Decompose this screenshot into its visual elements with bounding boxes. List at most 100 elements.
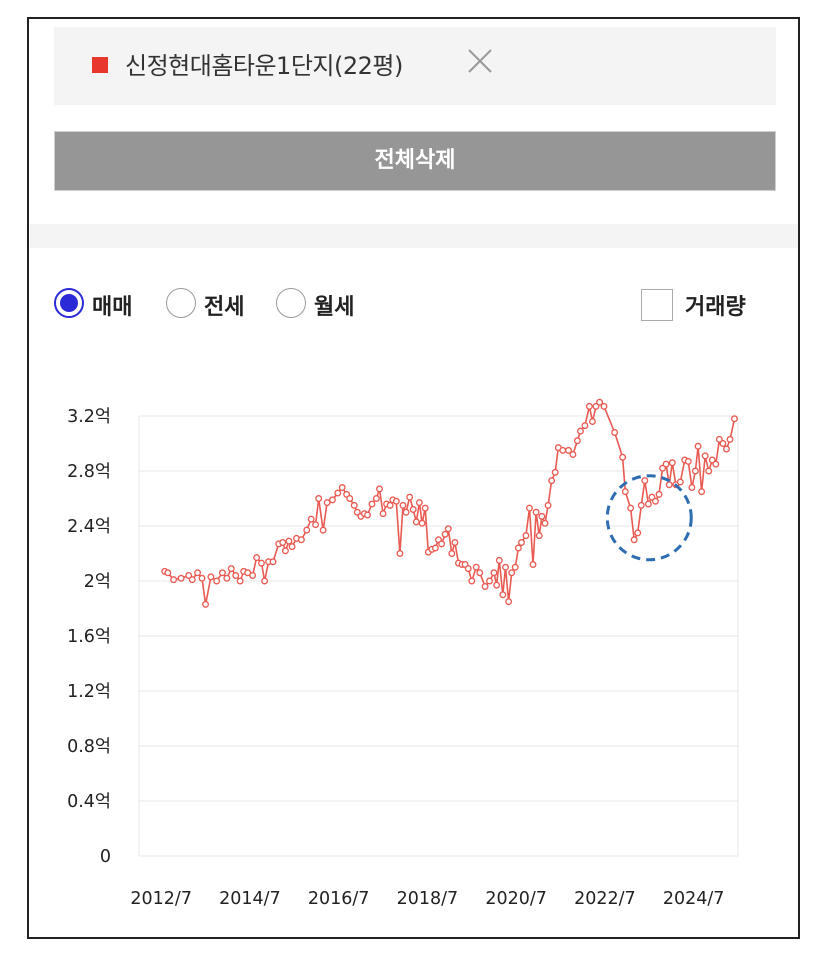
data-point <box>705 467 713 475</box>
data-point <box>315 495 323 502</box>
radio-jeonse-label: 전세 <box>204 295 245 320</box>
data-point <box>288 543 296 551</box>
data-point <box>596 398 604 406</box>
data-point <box>261 577 269 585</box>
y-tick-label: 1.2억 <box>67 682 111 702</box>
data-point <box>188 576 196 584</box>
delete-all-button[interactable]: 전체삭제 <box>54 131 776 191</box>
data-point <box>368 500 376 508</box>
radio-monthly-rent-label: 월세 <box>314 295 355 320</box>
data-point <box>329 496 336 504</box>
data-point <box>415 499 423 507</box>
data-point <box>701 452 709 460</box>
data-point <box>448 550 456 557</box>
data-point <box>499 591 507 599</box>
data-point <box>684 457 692 465</box>
data-point <box>600 402 608 410</box>
data-point <box>611 429 619 436</box>
data-point <box>559 446 567 454</box>
x-tick-label: 2022/7 <box>574 889 636 909</box>
data-point <box>719 440 727 447</box>
radio-sale-label: 매매 <box>92 295 133 320</box>
data-point <box>472 563 480 571</box>
data-point <box>573 437 581 445</box>
data-point <box>708 456 716 464</box>
y-tick-label: 2억 <box>84 572 111 592</box>
data-point <box>592 402 600 410</box>
data-point <box>581 422 589 430</box>
data-point <box>637 501 645 509</box>
volume-checkbox[interactable] <box>641 289 673 321</box>
data-point <box>412 518 420 526</box>
data-point <box>715 435 723 443</box>
x-tick-label: 2012/7 <box>130 889 192 909</box>
data-point <box>334 489 342 497</box>
data-point <box>376 485 383 493</box>
x-tick-label: 2024/7 <box>663 889 725 909</box>
data-point <box>198 574 206 582</box>
data-point <box>451 539 459 546</box>
data-point <box>538 512 546 520</box>
data-point <box>644 500 652 508</box>
data-point <box>655 490 663 498</box>
data-point <box>207 573 215 581</box>
data-point <box>565 446 572 454</box>
data-point <box>551 468 559 476</box>
y-tick-label: 2.4억 <box>67 517 111 537</box>
data-point <box>406 493 414 501</box>
data-point <box>444 525 452 533</box>
data-point <box>630 536 638 544</box>
data-point <box>269 558 277 566</box>
data-point <box>731 415 738 423</box>
close-icon[interactable] <box>466 47 494 75</box>
data-point <box>364 511 371 519</box>
data-point <box>249 572 257 579</box>
y-tick-label: 0.8억 <box>67 737 111 757</box>
series-color-swatch <box>92 57 108 73</box>
data-point <box>386 501 394 509</box>
data-point <box>535 532 543 540</box>
data-point <box>514 544 522 552</box>
data-point <box>441 530 449 538</box>
data-point <box>379 510 387 518</box>
data-point <box>323 499 331 507</box>
data-point <box>659 464 667 472</box>
section-divider <box>30 224 798 248</box>
x-tick-label: 2016/7 <box>308 889 370 909</box>
data-point <box>353 508 361 516</box>
data-point <box>648 493 656 501</box>
data-point <box>170 576 178 584</box>
data-point <box>476 569 484 577</box>
data-point <box>350 501 358 509</box>
data-point <box>544 501 552 509</box>
highlight-circle <box>605 474 693 562</box>
y-tick-label: 3.2억 <box>67 407 111 427</box>
data-point <box>468 577 476 585</box>
data-point <box>511 563 519 571</box>
data-point <box>307 515 315 523</box>
data-point <box>185 572 193 579</box>
data-point <box>418 519 426 527</box>
data-point <box>438 540 446 548</box>
data-point <box>372 495 380 502</box>
data-point <box>396 550 404 557</box>
data-point <box>541 519 549 527</box>
data-point <box>505 598 513 606</box>
volume-checkbox-label: 거래량 <box>685 295 746 320</box>
y-tick-label: 0 <box>100 847 111 867</box>
data-point <box>490 569 498 577</box>
data-point <box>726 435 734 443</box>
close-icon-svg <box>468 49 492 73</box>
x-tick-label: 2020/7 <box>485 889 547 909</box>
data-point <box>319 526 327 534</box>
data-point <box>652 497 659 505</box>
data-point <box>508 569 516 577</box>
selected-tag <box>54 27 776 105</box>
data-point <box>297 536 305 544</box>
data-point <box>281 547 289 555</box>
data-point <box>253 554 261 562</box>
data-point <box>619 453 627 461</box>
data-point <box>223 574 231 582</box>
data-point <box>194 569 202 577</box>
